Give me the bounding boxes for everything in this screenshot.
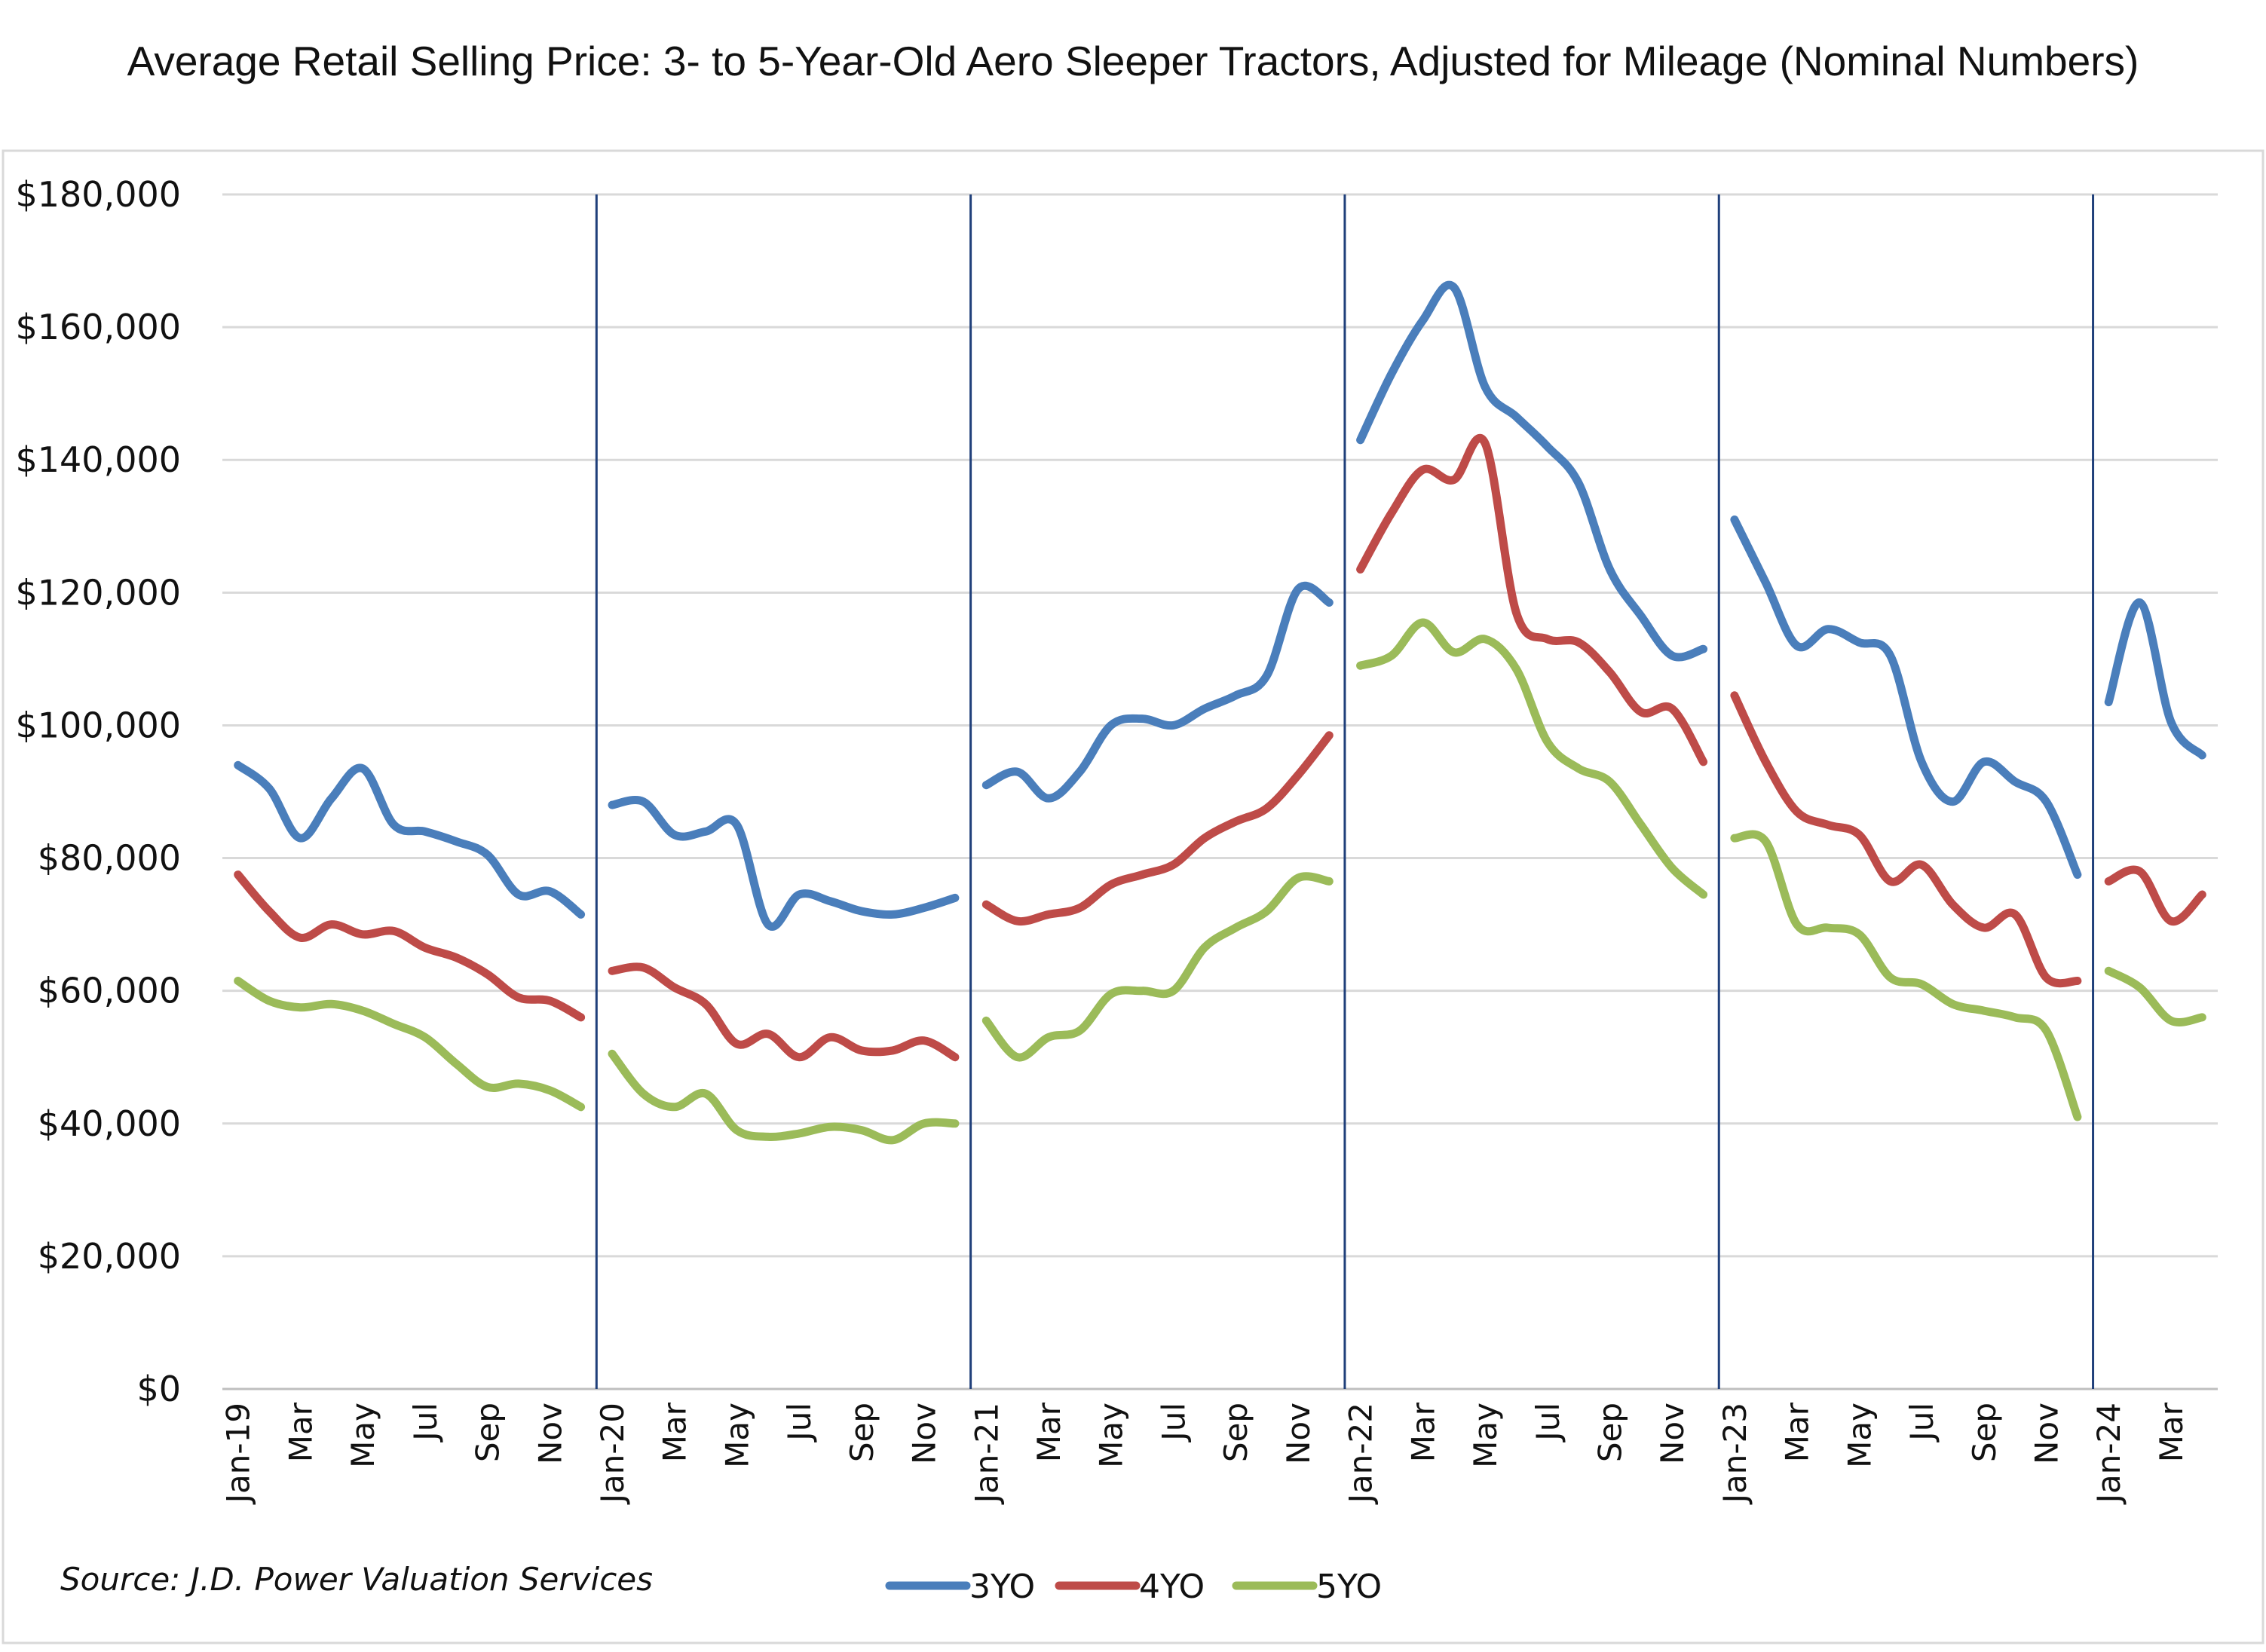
x-tick-label: Mar — [2153, 1402, 2190, 1462]
x-tick-label: Mar — [1779, 1402, 1816, 1462]
y-axis: $0 $20,000 $40,000 $60,000 $80,000 $100,000 $1… — [16, 174, 2218, 1409]
x-tick-label: Sep — [470, 1403, 507, 1462]
x-tick-label: Nov — [906, 1403, 943, 1464]
series-line-segment — [1356, 280, 1708, 662]
series-line-segment — [2104, 966, 2206, 1026]
chart-frame — [2, 149, 2264, 1644]
x-tick-label: Mar — [1030, 1402, 1067, 1462]
x-tick-label: Nov — [2029, 1403, 2065, 1464]
x-tick-label: Jan-24 — [2090, 1403, 2127, 1505]
x-tick-label: Jan-19 — [220, 1403, 257, 1505]
series-layer — [234, 280, 2206, 1145]
x-tick-label: May — [1467, 1403, 1504, 1468]
x-tick-label: Jan-21 — [968, 1403, 1005, 1505]
x-tick-label: Nov — [531, 1403, 568, 1464]
y-tick-label: $160,000 — [16, 307, 182, 347]
series-line-segment — [2104, 598, 2206, 760]
series-line-segment — [1730, 515, 2082, 880]
series-line-segment — [1730, 691, 2082, 988]
x-tick-label: Sep — [1591, 1403, 1628, 1462]
y-tick-label: $100,000 — [16, 705, 182, 745]
x-tick-label: Jan-23 — [1716, 1403, 1753, 1505]
y-tick-label: $140,000 — [16, 439, 182, 480]
series-5YO — [234, 618, 2206, 1145]
x-tick-label: Jul — [1530, 1403, 1566, 1443]
series-line-segment — [981, 581, 1334, 803]
series-line-segment — [1356, 618, 1708, 899]
x-axis: Jan-19 Mar May Jul Sep Nov Jan-20 Mar May Jul Sep N… — [220, 1402, 2190, 1505]
series-line-segment — [608, 1049, 960, 1145]
series-4YO — [234, 433, 2206, 1062]
legend-label: 5YO — [1316, 1568, 1382, 1606]
series-line-segment — [234, 977, 586, 1112]
x-tick-label: Jul — [781, 1403, 818, 1443]
y-tick-label: $0 — [136, 1369, 181, 1409]
series-line-segment — [234, 870, 586, 1022]
x-tick-label: May — [1093, 1403, 1130, 1468]
series-3YO — [234, 280, 2206, 931]
x-tick-label: Nov — [1654, 1403, 1691, 1464]
series-line-segment — [2104, 865, 2206, 925]
x-tick-label: Nov — [1280, 1403, 1317, 1464]
x-tick-label: Sep — [1217, 1403, 1254, 1462]
legend-label: 3YO — [969, 1568, 1035, 1606]
x-tick-label: May — [344, 1403, 381, 1468]
x-tick-label: Sep — [1966, 1403, 2003, 1462]
y-tick-label: $80,000 — [38, 838, 181, 879]
x-tick-label: May — [1841, 1403, 1878, 1468]
series-line-segment — [981, 872, 1334, 1062]
y-tick-label: $120,000 — [16, 572, 182, 613]
y-tick-label: $60,000 — [38, 971, 181, 1011]
x-tick-label: Jan-20 — [594, 1403, 631, 1505]
legend: 3YO 4YO 5YO — [885, 1568, 1382, 1606]
legend-label: 4YO — [1139, 1568, 1205, 1606]
x-tick-label: Jul — [1903, 1403, 1940, 1443]
series-line-segment — [1356, 433, 1708, 766]
series-line-segment — [981, 731, 1334, 926]
series-line-segment — [608, 962, 960, 1062]
y-tick-label: $40,000 — [38, 1103, 181, 1144]
x-tick-label: Jan-22 — [1343, 1403, 1380, 1505]
series-line-segment — [608, 796, 960, 931]
series-line-segment — [234, 760, 586, 919]
x-tick-label: Mar — [1404, 1402, 1441, 1462]
y-tick-label: $20,000 — [38, 1236, 181, 1277]
series-line-segment — [1730, 830, 2082, 1121]
source-note: Source: J.D. Power Valuation Services — [60, 1561, 653, 1598]
chart-title: Average Retail Selling Price: 3- to 5-Ye… — [127, 38, 2139, 84]
year-separators — [595, 194, 2095, 1389]
x-tick-label: Mar — [657, 1402, 694, 1462]
x-tick-label: Jul — [1155, 1403, 1192, 1443]
x-tick-label: Mar — [282, 1402, 319, 1462]
x-tick-label: May — [718, 1403, 755, 1468]
x-tick-label: Jul — [407, 1403, 444, 1443]
y-tick-label: $180,000 — [16, 174, 182, 215]
x-tick-label: Sep — [844, 1403, 880, 1462]
